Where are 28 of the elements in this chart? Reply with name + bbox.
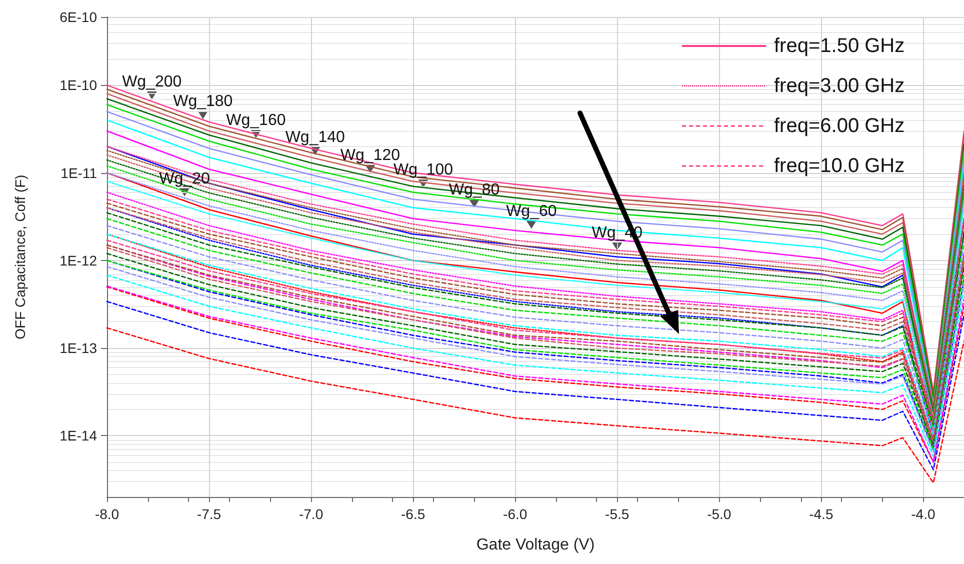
y-tick-label: 1E-11 xyxy=(60,164,98,181)
annotation: Wg_180 xyxy=(173,93,233,110)
y-tick-label: 1E-10 xyxy=(60,77,98,94)
x-tick-label: -5.0 xyxy=(707,506,732,522)
x-tick-label: -7.5 xyxy=(196,506,222,522)
x-tick-label: -8.0 xyxy=(94,506,120,522)
y-tick-label: 1E-12 xyxy=(60,252,98,268)
line-series xyxy=(106,327,964,484)
annotation: Wg_200 xyxy=(122,73,182,90)
legend-label: freq=3.00 GHz xyxy=(774,75,905,97)
legend-label: freq=6.00 GHz xyxy=(774,115,905,137)
x-axis-title: Gate Voltage (V) xyxy=(476,536,595,554)
annotation: Wg_60 xyxy=(506,202,557,220)
x-tick-label: -4.5 xyxy=(809,506,834,522)
annotation: Wg_160 xyxy=(226,112,286,129)
legend-label: freq=10.0 GHz xyxy=(774,155,905,177)
annotation: Wg_120 xyxy=(340,146,400,164)
y-axis-title: OFF Capacitance, Coff (F) xyxy=(12,174,28,340)
legend-label: freq=1.50 GHz xyxy=(774,35,905,57)
x-tick-label: -4.0 xyxy=(911,506,936,522)
x-tick-label: -7.0 xyxy=(298,506,324,522)
annotation: Wg_140 xyxy=(285,128,346,146)
y-tick-label: 1E-14 xyxy=(60,428,98,444)
x-tick-label: -5.5 xyxy=(605,506,630,522)
x-tick-label: -6.0 xyxy=(503,506,528,522)
x-tick-label: -6.5 xyxy=(401,506,426,522)
y-tick-label: 1E-13 xyxy=(60,340,98,356)
y-tick-label: 6E-10 xyxy=(60,9,98,25)
